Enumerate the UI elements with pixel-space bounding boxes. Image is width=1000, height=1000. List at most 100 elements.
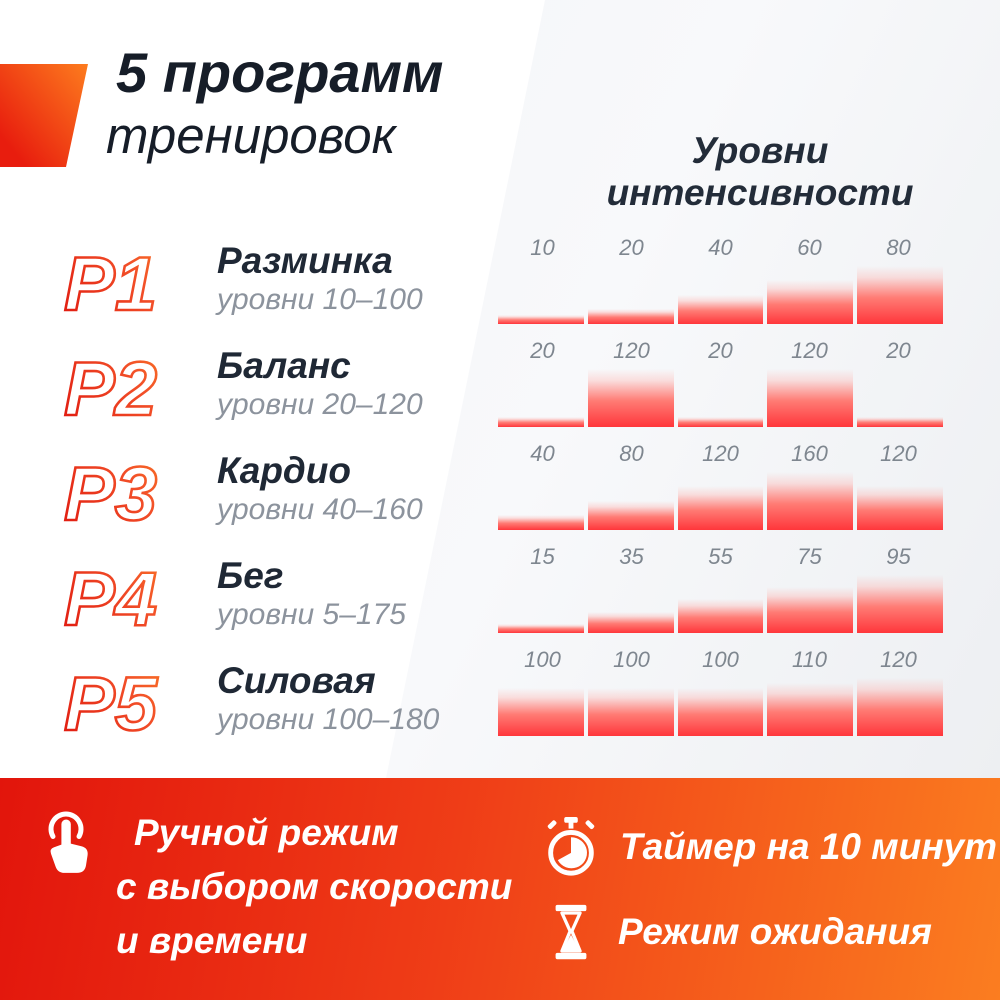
bar-value-label: 120	[702, 441, 739, 466]
bar-value-label: 60	[797, 235, 822, 260]
intensity-bar	[677, 417, 764, 427]
tap-hand-icon	[48, 811, 88, 873]
intensity-bar	[587, 501, 674, 530]
intensity-bar	[857, 417, 943, 427]
program-badge-label: P2	[64, 347, 157, 427]
bar-value-label: 55	[708, 544, 733, 569]
intensity-bar	[677, 295, 764, 324]
feature-standby: Режим ожидания	[542, 900, 932, 964]
program-name: Баланс	[217, 345, 351, 386]
intensity-panel-title: Уровни интенсивности	[606, 130, 914, 213]
chart-row-p5: 100 100 100 110 120	[498, 647, 943, 750]
program-badge-label: P5	[64, 662, 159, 742]
bar-value-label: 40	[530, 441, 555, 466]
bar-value-label: 35	[619, 544, 644, 569]
bar-value-label: 120	[791, 338, 828, 363]
program-badge-label: P1	[64, 242, 157, 322]
intensity-bar	[857, 486, 943, 530]
timer-label: Таймер на 10 минут	[620, 826, 998, 867]
intensity-bar	[498, 315, 584, 324]
intensity-bar	[587, 309, 674, 324]
program-row: P2 Баланс уровни 20–120	[62, 343, 439, 427]
intensity-bar	[767, 369, 854, 427]
intensity-bar	[677, 599, 764, 633]
bar-value-label: 20	[530, 338, 555, 363]
chart-row-p3: 40 80 120 160 120	[498, 441, 943, 544]
program-badge-label: P4	[64, 557, 157, 637]
title-line-2: тренировок	[106, 107, 396, 164]
bar-value-label: 80	[886, 235, 911, 260]
intensity-bar	[677, 486, 764, 530]
program-name: Кардио	[217, 450, 351, 491]
manual-mode-line: Ручной режим	[134, 812, 399, 853]
bar-value-label: 120	[880, 441, 917, 466]
program-row: P5 Силовая уровни 100–180	[62, 658, 440, 742]
intensity-bar	[767, 587, 854, 633]
bar-value-label: 40	[708, 235, 733, 260]
intensity-bar	[677, 688, 764, 736]
intensity-bar	[498, 688, 584, 736]
program-badge-p3: P3	[63, 451, 159, 532]
chart-row-p2: 20 120 20 120 20	[498, 338, 943, 441]
intensity-bar	[767, 472, 854, 530]
bar-value-label: 15	[530, 544, 555, 569]
bar-value-label: 110	[791, 647, 828, 672]
feature-manual-mode: Ручной режим с выбором скорости и времен…	[30, 806, 512, 968]
manual-mode-line: и времени	[116, 920, 308, 961]
program-list: P1 Разминка уровни 10–100 P2 Баланс уров…	[62, 238, 440, 763]
program-badge-p5: P5	[63, 661, 160, 742]
chart-row-p4: 15 35 55 75 95	[498, 544, 943, 647]
bar-value-label: 100	[702, 647, 739, 672]
program-badge-label: P3	[64, 452, 157, 532]
intensity-bar	[498, 515, 584, 530]
bar-value-label: 100	[613, 647, 650, 672]
program-levels: уровни 5–175	[217, 598, 406, 631]
program-row: P1 Разминка уровни 10–100	[62, 238, 439, 322]
program-levels: уровни 20–120	[217, 388, 423, 421]
program-name: Бег	[217, 555, 284, 596]
bar-value-label: 120	[613, 338, 650, 363]
intensity-bar	[857, 266, 943, 324]
bar-value-label: 100	[524, 647, 561, 672]
bar-value-label: 160	[791, 441, 828, 466]
intensity-bar	[498, 417, 584, 427]
program-badge-p4: P4	[63, 556, 159, 637]
program-levels: уровни 10–100	[217, 283, 423, 316]
bar-value-label: 10	[530, 235, 555, 260]
intensity-bar	[498, 624, 584, 633]
standby-label: Режим ожидания	[618, 911, 932, 952]
program-badge-p2: P2	[63, 346, 159, 427]
bar-value-label: 120	[880, 647, 917, 672]
intensity-charts: 10 20 40 60 80 20 120 20 120 20 40 80 120 160 120 15 35 5…	[498, 235, 943, 750]
intensity-bar	[587, 369, 674, 427]
hourglass-icon	[555, 904, 587, 960]
program-row: P4 Бег уровни 5–175	[62, 553, 439, 637]
footer-band	[0, 778, 1000, 1000]
bar-value-label: 75	[797, 544, 822, 569]
intensity-bar	[587, 688, 674, 736]
bar-value-label: 80	[619, 441, 644, 466]
red-accent-shape	[0, 64, 88, 167]
program-name: Силовая	[217, 660, 376, 701]
intensity-bar	[857, 678, 943, 736]
stopwatch-icon	[547, 816, 595, 876]
bar-value-label: 95	[886, 544, 911, 569]
bar-value-label: 20	[708, 338, 733, 363]
intensity-bar	[767, 683, 854, 736]
feature-timer: Таймер на 10 минут	[540, 816, 997, 878]
chart-row-p1: 10 20 40 60 80	[498, 235, 943, 338]
intensity-bar	[587, 612, 674, 633]
page-title: 5 программ тренировок	[106, 40, 443, 166]
program-row: P3 Кардио уровни 40–160	[62, 448, 439, 532]
program-levels: уровни 100–180	[217, 703, 440, 736]
program-name: Разминка	[217, 240, 393, 281]
program-badge-p1: P1	[63, 241, 159, 322]
bar-value-label: 20	[886, 338, 911, 363]
program-levels: уровни 40–160	[217, 493, 423, 526]
intensity-bar	[767, 280, 854, 324]
title-line-1: 5 программ	[116, 41, 444, 104]
bar-value-label: 20	[619, 235, 644, 260]
manual-mode-line: с выбором скорости	[116, 866, 513, 907]
intensity-bar	[857, 575, 943, 633]
